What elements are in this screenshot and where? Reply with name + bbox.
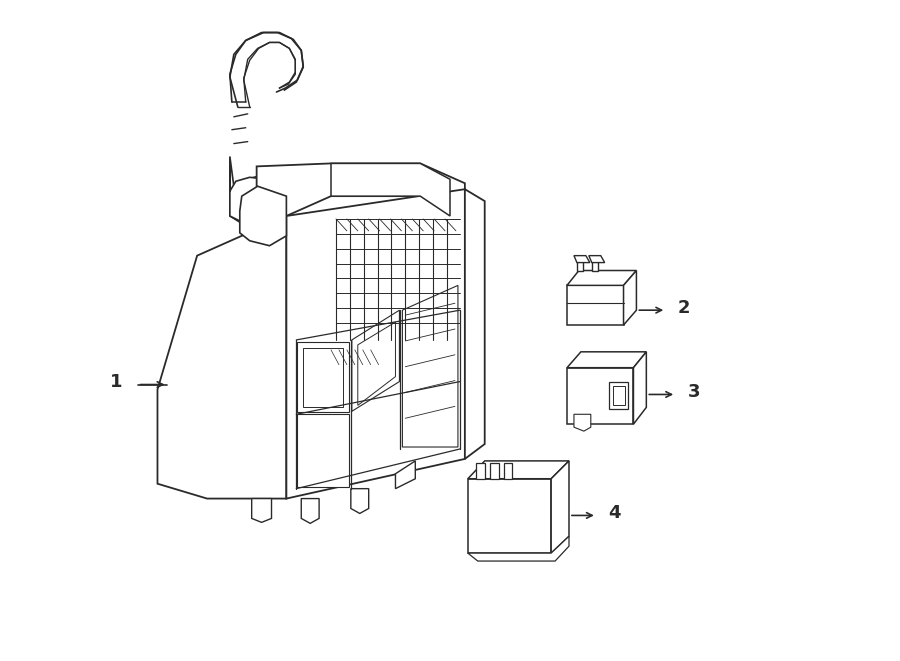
Polygon shape [158,216,286,498]
Polygon shape [252,498,272,522]
Polygon shape [297,414,349,486]
Polygon shape [490,463,499,479]
Polygon shape [468,479,551,553]
Polygon shape [395,461,415,488]
Polygon shape [286,189,465,498]
Polygon shape [567,286,624,325]
Text: 3: 3 [688,383,700,401]
Text: 1: 1 [111,373,122,391]
Polygon shape [592,256,598,270]
Polygon shape [567,368,634,424]
Polygon shape [551,461,569,553]
Polygon shape [351,488,369,514]
Polygon shape [634,352,646,424]
Polygon shape [624,270,636,325]
Polygon shape [567,352,646,368]
Polygon shape [297,342,349,412]
Polygon shape [468,461,569,479]
Text: 4: 4 [608,504,621,522]
Polygon shape [230,161,287,226]
Polygon shape [331,163,450,216]
Polygon shape [239,186,286,246]
Polygon shape [574,414,590,431]
Polygon shape [613,385,625,405]
Polygon shape [303,348,343,407]
Polygon shape [465,189,485,459]
Polygon shape [302,498,319,524]
Polygon shape [352,310,400,411]
Polygon shape [256,163,465,216]
Polygon shape [468,536,569,561]
Polygon shape [503,463,512,479]
Polygon shape [567,270,636,286]
Polygon shape [358,322,395,405]
Polygon shape [574,256,590,262]
Text: 2: 2 [678,299,690,317]
Polygon shape [476,463,485,479]
Polygon shape [589,256,605,262]
Polygon shape [608,381,628,409]
Polygon shape [230,157,286,226]
Polygon shape [402,286,458,447]
Polygon shape [577,256,583,270]
